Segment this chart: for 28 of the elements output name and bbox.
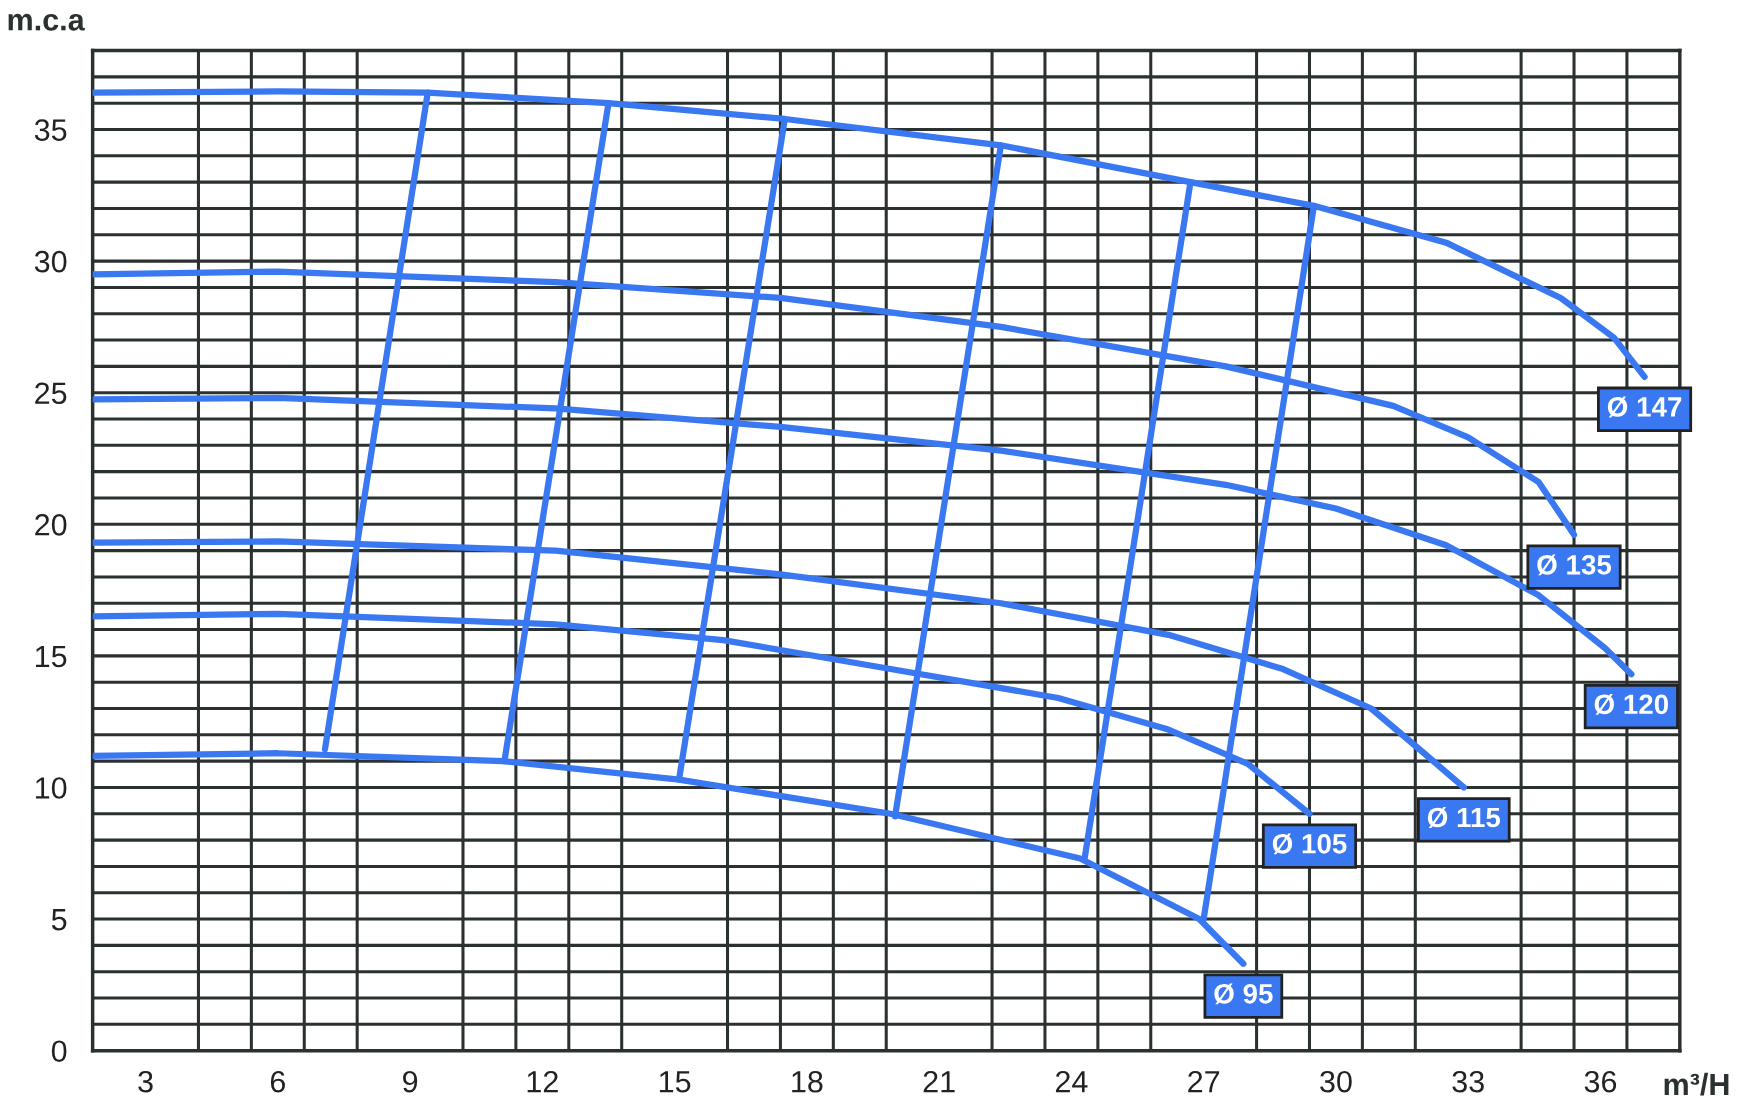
x-tick-label: 6	[270, 1070, 285, 1093]
series-label: Ø 95	[1214, 983, 1273, 1005]
x-tick-label: 15	[659, 1071, 691, 1093]
y-tick-label: 10	[35, 777, 67, 799]
y-tick-label: 25	[35, 382, 67, 405]
y-tick-label: 30	[34, 250, 67, 273]
x-tick-label: 24	[1055, 1070, 1088, 1093]
y-tick-label: 20	[35, 514, 67, 536]
series-label: Ø 120	[1594, 693, 1669, 715]
series-label: Ø 105	[1272, 833, 1347, 855]
y-tick-label: 35	[34, 119, 67, 141]
x-tick-label: 18	[792, 1070, 823, 1093]
series-label: Ø 147	[1607, 396, 1682, 418]
y-tick-label: 5	[51, 909, 67, 931]
x-tick-label: 9	[403, 1070, 418, 1093]
y-tick-label: 15	[35, 645, 67, 668]
y-axis-title: m.c.a	[8, 13, 85, 31]
x-tick-label: 12	[527, 1070, 558, 1093]
x-tick-label: 3	[138, 1070, 153, 1093]
x-tick-label: 27	[1188, 1070, 1220, 1093]
series-label: Ø 135	[1537, 554, 1612, 576]
series-label: Ø 115	[1427, 807, 1501, 829]
x-tick-label: 33	[1452, 1070, 1484, 1093]
x-axis-title: m³/H	[1664, 1072, 1729, 1096]
x-tick-label: 30	[1320, 1070, 1352, 1093]
x-tick-label: 21	[923, 1070, 955, 1093]
y-tick-label: 0	[51, 1040, 67, 1063]
x-tick-label: 36	[1584, 1070, 1617, 1093]
